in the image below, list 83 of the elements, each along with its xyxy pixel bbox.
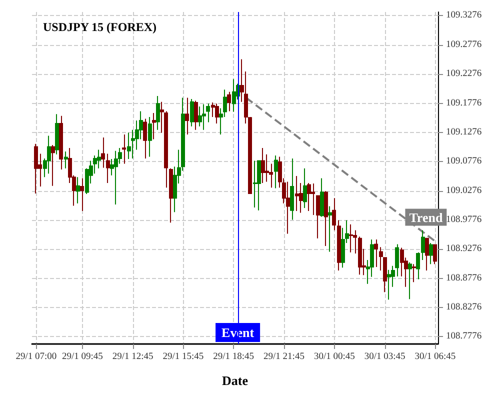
candlestick [379,246,383,271]
candlestick [114,150,118,206]
candlestick [122,134,126,164]
candlestick [303,168,307,209]
candlestick [51,144,55,186]
candlestick [198,106,202,127]
candlestick [320,178,324,218]
candlestick [425,238,429,271]
candlestick [332,198,336,231]
x-axis-title: Date [222,373,248,388]
candlestick [311,183,315,216]
x-tick-label: 30/1 06:45 [414,352,456,362]
candlestick [412,264,416,283]
candlestick [76,176,80,204]
candlestick [215,103,219,124]
y-tick-label: 109.3276 [446,10,482,21]
candlestick [148,116,152,158]
series-label: Trend [409,210,444,225]
x-tick-label: 29/1 09:45 [62,352,104,362]
y-tick-label: 109.2776 [446,40,482,50]
y-tick-label: 108.8776 [446,273,482,284]
candlestick [232,78,236,112]
candlestick [290,158,294,220]
candlestick [383,257,387,293]
x-tick-label: 29/1 12:45 [112,352,154,362]
candlestick [185,97,189,136]
candlestick [164,110,168,188]
candlestick [206,103,210,123]
y-tick-label: 109.0276 [446,186,482,196]
candlestick [143,118,147,159]
x-tick-label: 29/1 15:45 [162,352,204,362]
x-tick-label: 29/1 07:00 [16,352,57,362]
candlestick [202,104,206,130]
candlestick [34,143,38,194]
x-tick-label: 29/1 21:45 [264,352,305,362]
candlestick [358,236,362,276]
candlestick [257,160,261,211]
candlestick [307,182,311,212]
y-tick-label: 108.9276 [446,244,482,254]
candlestick [160,101,164,134]
candlestick [190,98,194,127]
candlestick [227,91,231,112]
y-tick-label: 109.0776 [446,156,482,167]
candlestick [387,269,391,300]
candlestick [421,230,425,260]
candlestick [328,206,332,252]
y-tick-label: 108.9776 [446,214,482,225]
candlestick [64,150,68,169]
candlestick [152,112,156,140]
candlestick [395,244,399,277]
candlestick [106,153,110,184]
candlestick [169,168,173,224]
candlestick [101,136,105,168]
candlestick [429,242,433,265]
candlestick [433,244,437,265]
y-tick-label: 109.1776 [446,98,482,108]
candlestick [253,160,257,208]
x-tick-label: 29/1 18:45 [213,352,254,362]
candlestick [324,190,328,246]
candlestick [374,239,378,268]
candlestick [274,155,278,189]
candlestick [59,115,63,170]
y-tick-label: 109.2276 [446,69,482,80]
candlestick [337,220,341,271]
x-tick-label: 30/1 00:45 [314,352,356,362]
candlestick [295,175,299,212]
candlestick [408,262,412,300]
candlestick [127,132,131,160]
y-tick-label: 108.7776 [446,332,482,342]
y-tick-label: 108.8276 [446,302,482,312]
candlestick [349,224,353,253]
x-tick-label: 30/1 03:45 [364,352,406,362]
candlestick [316,194,320,239]
candlestick [261,147,265,184]
y-tick-label: 109.1276 [446,127,482,138]
candlestick [80,178,84,212]
candlestick [286,181,290,234]
candlestick [156,96,160,130]
candlestick [194,100,198,130]
text: USDJPY 15 (FOREX) [43,20,157,34]
candlestick [416,252,420,280]
candlestick [47,135,51,174]
candlestick [55,114,59,155]
